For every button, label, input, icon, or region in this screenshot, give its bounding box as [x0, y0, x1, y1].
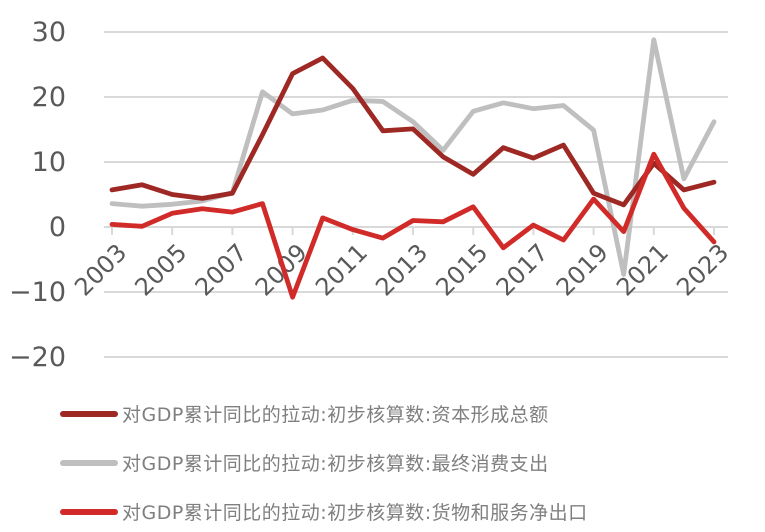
legend-swatch-final-consumption — [60, 459, 118, 466]
legend-label-net-exports: 对GDP累计同比的拉动:初步核算数:货物和服务净出口 — [122, 502, 588, 524]
y-tick-label: 20 — [32, 82, 66, 113]
y-tick-label: 10 — [32, 147, 66, 178]
chart-legend: 对GDP累计同比的拉动:初步核算数:资本形成总额 对GDP累计同比的拉动:初步核… — [60, 399, 588, 526]
legend-item-net-exports: 对GDP累计同比的拉动:初步核算数:货物和服务净出口 — [60, 497, 588, 526]
legend-item-final-consumption: 对GDP累计同比的拉动:初步核算数:最终消费支出 — [60, 448, 588, 477]
series-line-capital-formation — [109, 55, 717, 208]
y-tick-label: −10 — [9, 277, 66, 308]
y-tick-label: −20 — [9, 342, 66, 373]
series-line-net-exports — [109, 151, 717, 300]
legend-swatch-capital-formation — [60, 410, 118, 417]
y-tick-label: 0 — [49, 212, 66, 243]
legend-swatch-net-exports — [60, 508, 118, 515]
legend-item-capital-formation: 对GDP累计同比的拉动:初步核算数:资本形成总额 — [60, 399, 588, 428]
legend-label-final-consumption: 对GDP累计同比的拉动:初步核算数:最终消费支出 — [122, 453, 549, 475]
y-tick-label: 30 — [32, 17, 66, 48]
line-chart: 3020100−10−20200320052007200920112013201… — [9, 17, 734, 373]
legend-label-capital-formation: 对GDP累计同比的拉动:初步核算数:资本形成总额 — [122, 404, 549, 426]
